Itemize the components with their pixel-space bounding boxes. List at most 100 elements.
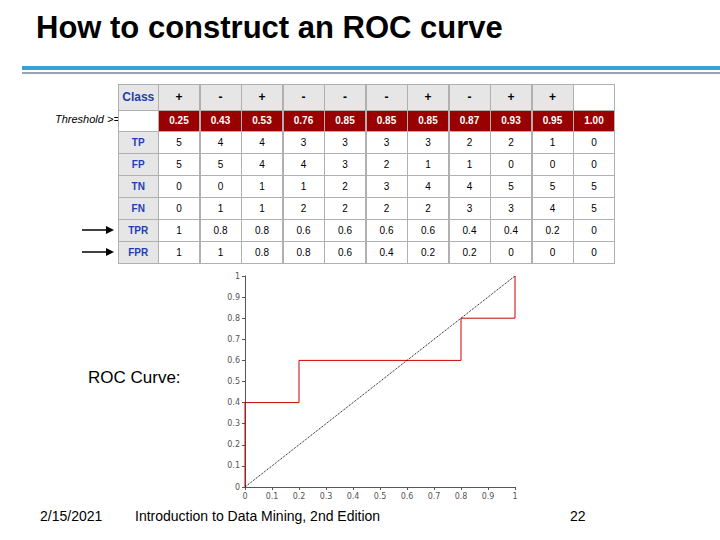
html-text:0.6: 0.6 <box>296 224 311 236</box>
html-text:3: 3 <box>342 158 348 170</box>
html-text:1: 1 <box>217 246 224 258</box>
html-text:2: 2 <box>383 158 390 170</box>
svg-text:0: 0 <box>235 483 240 492</box>
html-text:0.53: 0.53 <box>252 115 272 127</box>
html-text:FP: FP <box>131 158 145 170</box>
svg-text:0.8: 0.8 <box>455 492 468 501</box>
html-text:1: 1 <box>300 180 307 192</box>
html-text:0.8: 0.8 <box>213 224 228 236</box>
svg-text:1: 1 <box>235 272 240 281</box>
html-text:5: 5 <box>176 136 182 148</box>
svg-text:0.7: 0.7 <box>227 335 240 344</box>
html-text:1: 1 <box>217 202 224 214</box>
html-text:3: 3 <box>383 136 390 148</box>
html-text:FN: FN <box>131 202 145 214</box>
html-text:1: 1 <box>259 180 265 192</box>
html-text:ROC Curve:: ROC Curve: <box>88 368 181 387</box>
html-text:2: 2 <box>300 202 307 214</box>
html-text:0: 0 <box>591 136 597 148</box>
svg-text:0: 0 <box>242 492 247 501</box>
html-text:0.8: 0.8 <box>296 246 311 258</box>
svg-text:0.6: 0.6 <box>227 356 240 365</box>
html-text:5: 5 <box>508 180 514 192</box>
svg-text:0.3: 0.3 <box>227 419 240 428</box>
html-text:TP: TP <box>131 136 145 148</box>
svg-text:0.5: 0.5 <box>227 377 240 386</box>
html-text:4: 4 <box>259 136 265 148</box>
html-text:TPR: TPR <box>128 224 149 236</box>
html-text:4: 4 <box>466 180 473 192</box>
svg-text:0.3: 0.3 <box>320 492 333 501</box>
html-text:0.6: 0.6 <box>421 224 435 236</box>
html-text:0.6: 0.6 <box>379 224 394 236</box>
html-text:2: 2 <box>383 202 390 214</box>
html-text:0.8: 0.8 <box>255 246 269 258</box>
html-text:0.4: 0.4 <box>462 224 477 236</box>
html-text:3: 3 <box>342 136 348 148</box>
html-text:0.95: 0.95 <box>542 115 563 127</box>
html-text:TN: TN <box>131 180 145 192</box>
html-text:0: 0 <box>217 180 224 192</box>
html-text:0: 0 <box>508 158 514 170</box>
svg-text:1: 1 <box>512 492 517 501</box>
html-text:0.43: 0.43 <box>210 115 231 127</box>
html-text:0.85: 0.85 <box>376 115 397 127</box>
svg-text:0.4: 0.4 <box>347 492 360 501</box>
html-text:1.00: 1.00 <box>584 115 604 127</box>
html-text:0: 0 <box>176 180 182 192</box>
html-text:3: 3 <box>466 202 473 214</box>
html-text:3: 3 <box>383 180 390 192</box>
html-text:0.76: 0.76 <box>293 115 314 127</box>
html-text:How to construct an ROC curve: How to construct an ROC curve <box>36 10 503 45</box>
html-text:Class: Class <box>122 90 155 105</box>
html-text:Introduction to Data Mining, 2: Introduction to Data Mining, 2nd Edition <box>135 508 381 524</box>
html-text:0.6: 0.6 <box>338 246 352 258</box>
html-text:0.2: 0.2 <box>421 246 435 258</box>
svg-text:0.2: 0.2 <box>227 440 240 449</box>
html-text:0.85: 0.85 <box>418 115 438 127</box>
svg-text:0.9: 0.9 <box>227 293 240 302</box>
html-text:4: 4 <box>217 136 224 148</box>
svg-text:0.9: 0.9 <box>482 492 495 501</box>
svg-text:0.5: 0.5 <box>374 492 387 501</box>
html-text:0.25: 0.25 <box>169 115 189 127</box>
html-text:22: 22 <box>570 508 586 524</box>
html-text:1: 1 <box>466 158 473 170</box>
svg-text:0.6: 0.6 <box>401 492 414 501</box>
html-text:4: 4 <box>259 158 265 170</box>
html-text:0: 0 <box>549 158 556 170</box>
html-text:2: 2 <box>508 136 514 148</box>
html-text:0: 0 <box>591 158 597 170</box>
html-text:0.4: 0.4 <box>379 246 394 258</box>
html-text:0.87: 0.87 <box>459 115 480 127</box>
html-text:0: 0 <box>549 246 556 258</box>
html-text:0.8: 0.8 <box>255 224 269 236</box>
html-text:3: 3 <box>300 136 307 148</box>
html-text:5: 5 <box>176 158 182 170</box>
svg-text:0.2: 0.2 <box>293 492 306 501</box>
html-text:2: 2 <box>466 136 473 148</box>
html-text:0.85: 0.85 <box>335 115 355 127</box>
html-text:5: 5 <box>217 158 224 170</box>
html-text:4: 4 <box>425 180 431 192</box>
svg-text:0.7: 0.7 <box>428 492 441 501</box>
html-text:FPR: FPR <box>128 246 149 258</box>
html-text:2: 2 <box>342 180 348 192</box>
html-text:4: 4 <box>300 158 307 170</box>
html-text:4: 4 <box>549 202 556 214</box>
html-text:0.93: 0.93 <box>501 115 521 127</box>
html-text:2/15/2021: 2/15/2021 <box>40 508 103 524</box>
svg-text:0.1: 0.1 <box>266 492 279 501</box>
svg-text:0.4: 0.4 <box>227 398 240 407</box>
html-text:3: 3 <box>425 136 431 148</box>
html-text:0.2: 0.2 <box>545 224 560 236</box>
html-text:0.2: 0.2 <box>462 246 477 258</box>
svg-text:0.1: 0.1 <box>227 461 240 470</box>
html-text:1: 1 <box>425 158 431 170</box>
html-text:0.4: 0.4 <box>504 224 518 236</box>
html-text:5: 5 <box>549 180 556 192</box>
html-text:1: 1 <box>549 136 556 148</box>
html-text:Threshold >=: Threshold >= <box>55 113 120 125</box>
html-text:0.6: 0.6 <box>338 224 352 236</box>
svg-text:0.8: 0.8 <box>227 314 240 323</box>
